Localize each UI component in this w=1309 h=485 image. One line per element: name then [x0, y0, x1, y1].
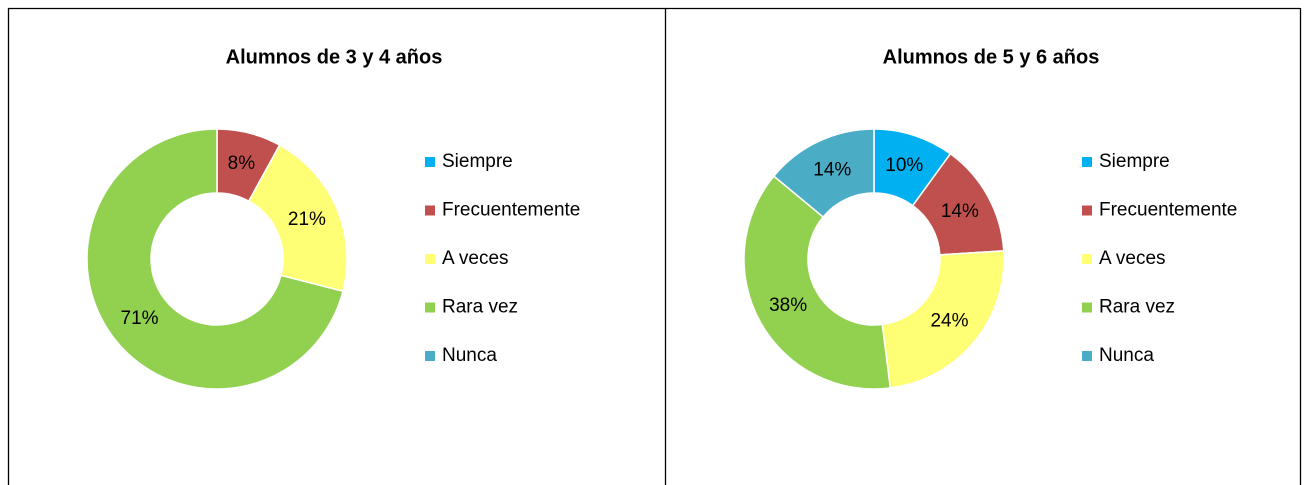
donut-slice	[743, 175, 892, 390]
donut-slice	[247, 144, 348, 293]
legend-label: Nunca	[1099, 345, 1154, 366]
legend-swatch	[1082, 302, 1092, 313]
chart-title: Alumnos de 5 y 6 años	[883, 46, 1100, 68]
legend-swatch	[1082, 157, 1092, 167]
data-label: 10%	[885, 155, 923, 176]
legend-label: Frecuentemente	[1099, 200, 1237, 221]
data-label: 71%	[121, 308, 159, 329]
data-label: 24%	[930, 310, 968, 331]
data-label: 38%	[769, 295, 807, 316]
legend-label: Siempre	[1099, 151, 1170, 172]
legend-label: Siempre	[442, 151, 513, 172]
data-label: 14%	[941, 201, 979, 222]
legend-swatch	[425, 205, 435, 216]
legend-swatch	[1082, 351, 1092, 361]
legend-label: Rara vez	[442, 297, 518, 318]
legend-swatch	[1082, 205, 1092, 216]
legend-swatch	[425, 351, 435, 361]
legend-swatch	[1082, 254, 1092, 264]
data-label: 21%	[288, 209, 326, 230]
frame	[7, 7, 1302, 485]
donut-slice	[881, 250, 1005, 389]
chart-title: Alumnos de 3 y 4 años	[226, 46, 443, 68]
legend-swatch	[425, 254, 435, 264]
legend-label: Frecuentemente	[442, 200, 580, 221]
legend-swatch	[425, 302, 435, 313]
donut-slice	[86, 128, 344, 390]
data-label: 8%	[228, 153, 256, 174]
legend-label: Rara vez	[1099, 297, 1175, 318]
legend-label: A veces	[1099, 248, 1166, 269]
legend-label: Nunca	[442, 345, 497, 366]
donut-slice	[772, 128, 875, 218]
legend-label: A veces	[442, 248, 509, 269]
data-label: 14%	[813, 159, 851, 180]
legend-swatch	[425, 157, 435, 167]
